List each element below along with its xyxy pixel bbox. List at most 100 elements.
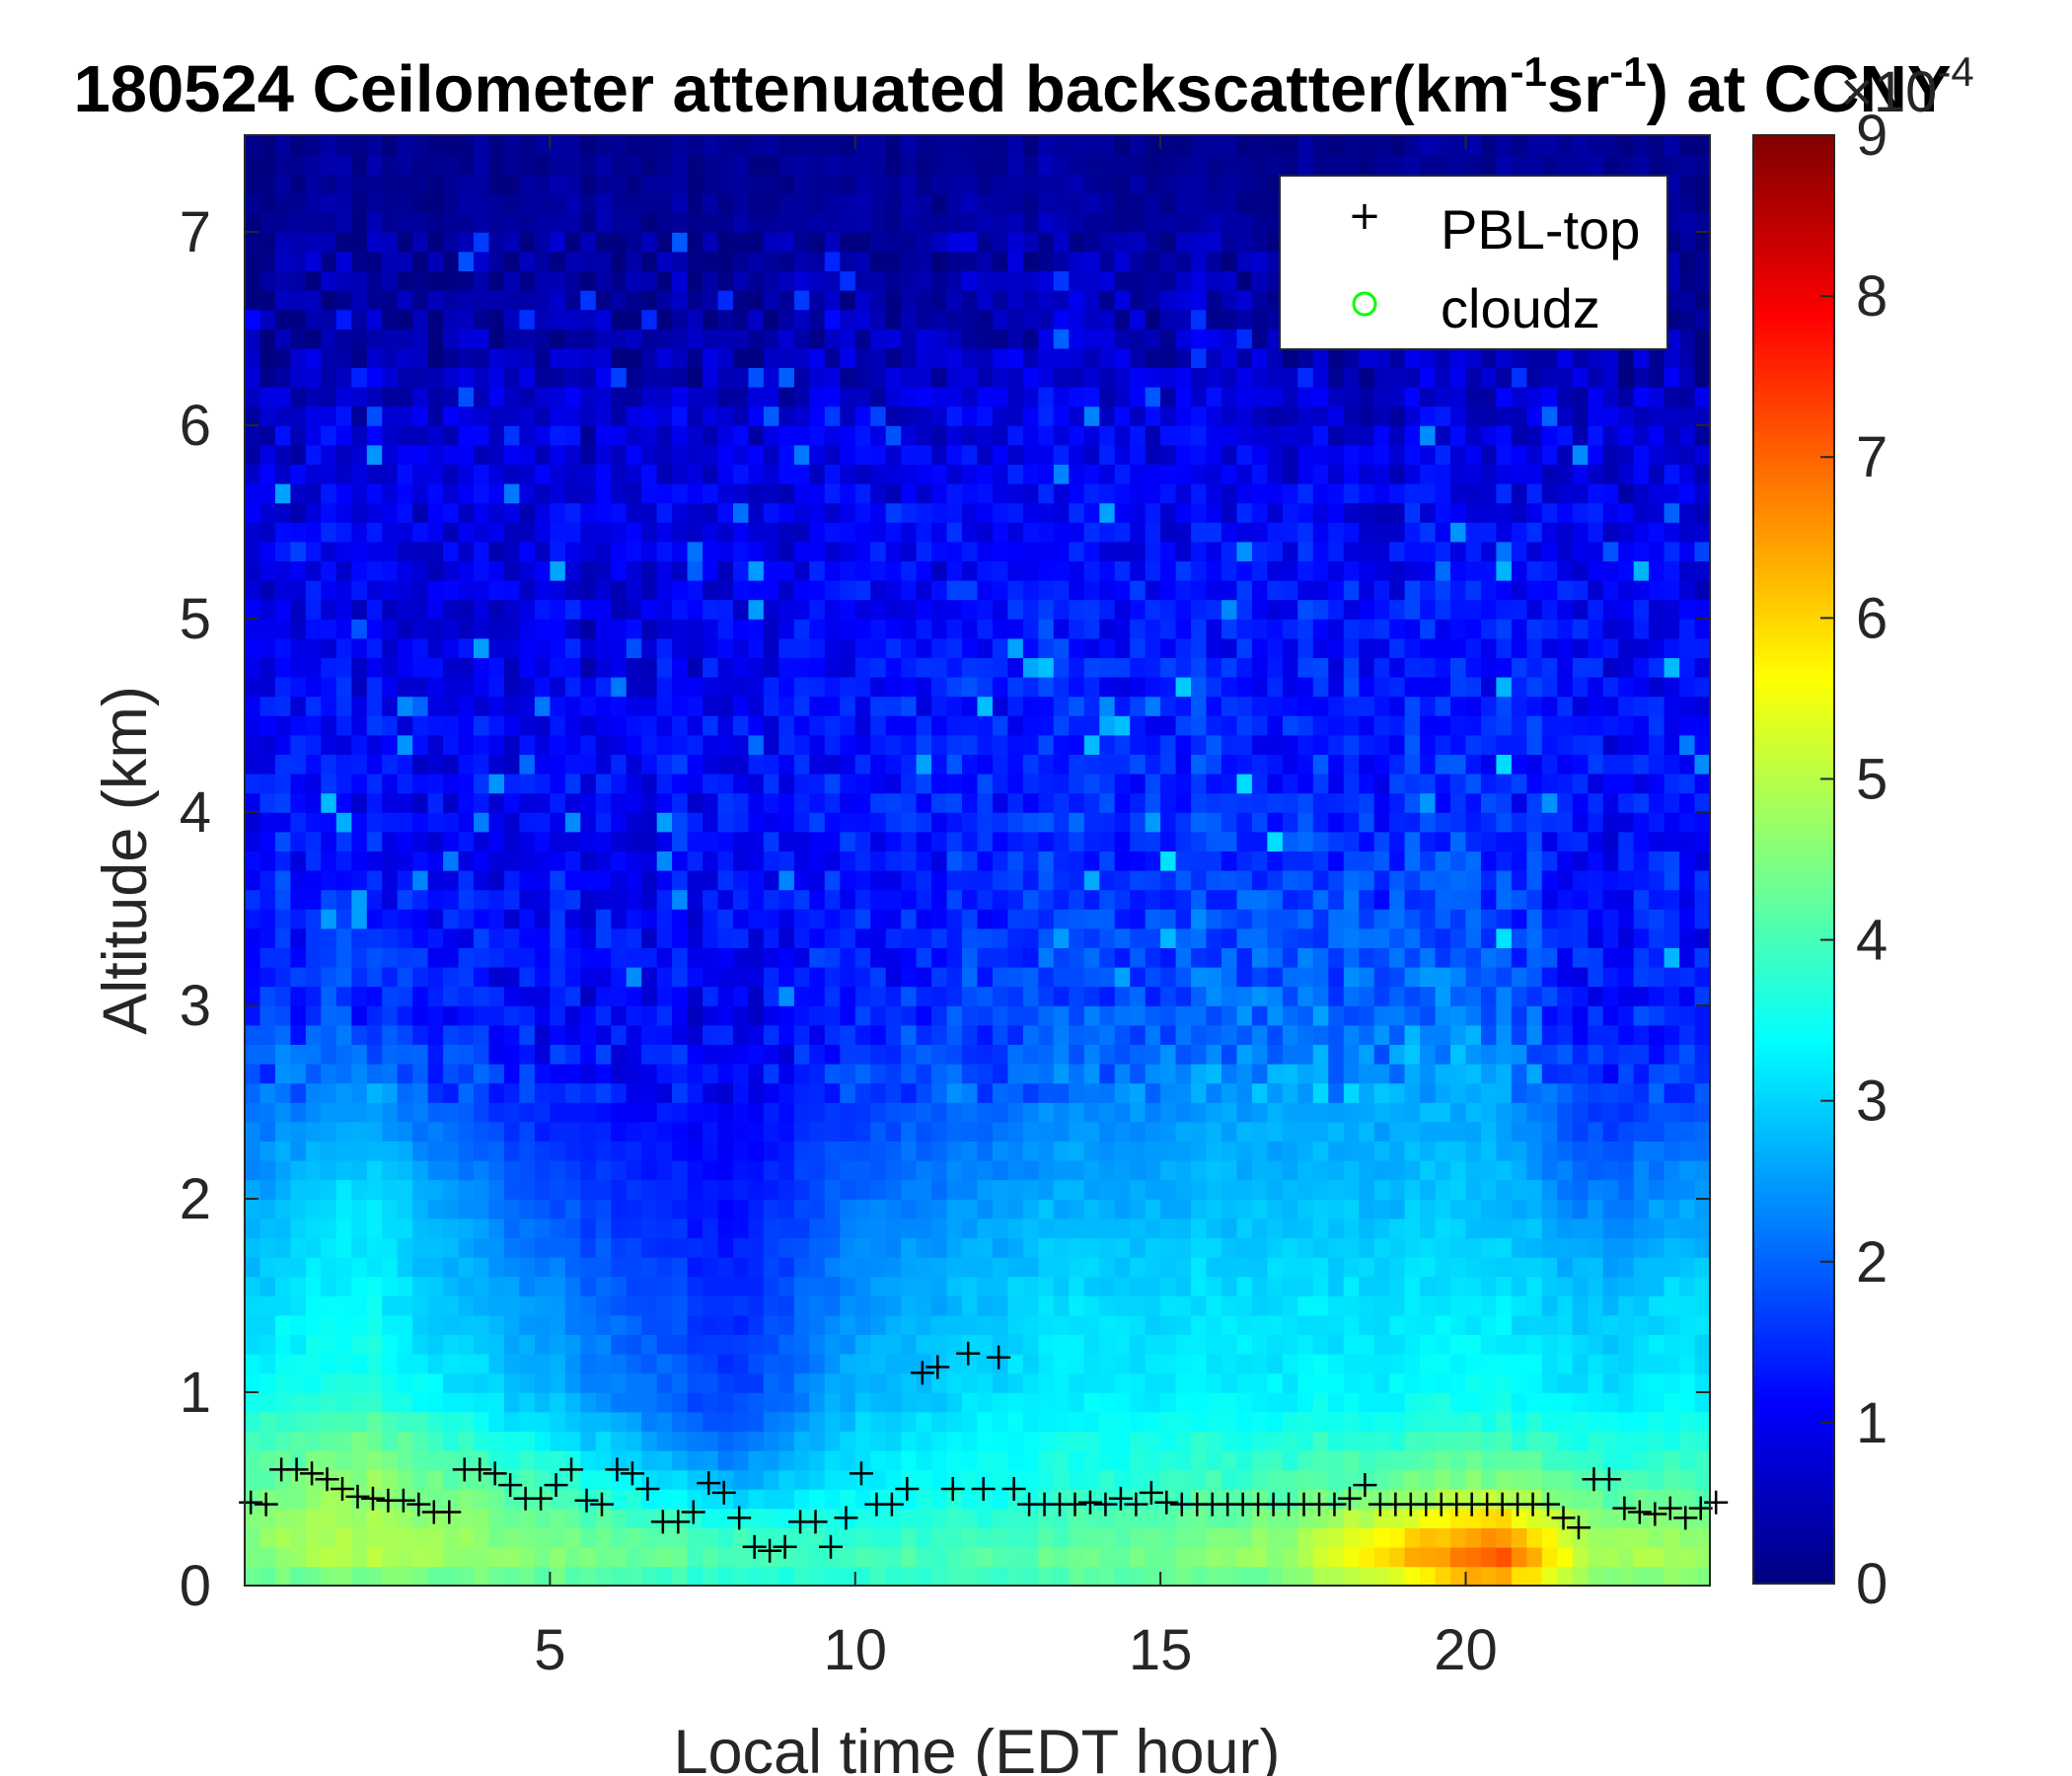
heatmap-cell	[946, 482, 963, 504]
heatmap-cell	[321, 1295, 337, 1316]
heatmap-cell	[687, 1353, 703, 1374]
heatmap-cell	[993, 347, 1009, 368]
heatmap-cell	[519, 329, 536, 349]
heatmap-cell	[977, 522, 994, 543]
heatmap-cell	[778, 1295, 795, 1316]
heatmap-cell	[993, 174, 1009, 194]
heatmap-cell	[703, 812, 719, 833]
heatmap-cell	[1007, 347, 1024, 368]
heatmap-cell	[977, 1237, 994, 1258]
heatmap-cell	[259, 909, 276, 929]
heatmap-cell	[703, 1256, 719, 1278]
heatmap-cell	[854, 812, 872, 833]
heatmap-cell	[366, 482, 384, 504]
heatmap-cell	[259, 1449, 276, 1471]
heatmap-cell	[854, 715, 872, 736]
heatmap-cell	[824, 1353, 842, 1374]
heatmap-cell	[946, 1199, 963, 1220]
heatmap-cell	[1221, 1218, 1238, 1238]
heatmap-cell	[703, 174, 719, 194]
heatmap-cell	[1083, 251, 1101, 271]
heatmap-cell	[870, 464, 887, 484]
heatmap-cell	[977, 270, 994, 291]
heatmap-cell	[840, 192, 856, 214]
heatmap-cell	[564, 560, 582, 581]
heatmap-cell	[870, 1102, 887, 1123]
heatmap-cell	[504, 1431, 521, 1451]
heatmap-cell	[488, 1005, 505, 1026]
heatmap-cell	[1236, 1431, 1253, 1451]
heatmap-cell	[351, 502, 368, 523]
heatmap-cell	[534, 1141, 552, 1161]
heatmap-cell	[1069, 367, 1085, 388]
heatmap-cell	[1007, 1121, 1024, 1142]
heatmap-cell	[1069, 1082, 1085, 1103]
heatmap-cell	[488, 1489, 505, 1510]
heatmap-cell	[824, 541, 842, 561]
heatmap-cell	[809, 386, 826, 407]
heatmap-cell	[687, 1469, 703, 1490]
heatmap-cell	[1007, 367, 1024, 388]
heatmap-cell	[809, 406, 826, 426]
heatmap-cell	[1251, 1256, 1269, 1278]
heatmap-cell	[916, 1276, 932, 1296]
heatmap-cell	[1221, 1295, 1238, 1316]
heatmap-cell	[351, 831, 368, 851]
heatmap-cell	[504, 1353, 521, 1374]
heatmap-cell	[778, 367, 795, 388]
heatmap-cell	[916, 482, 932, 504]
heatmap-cell	[962, 1159, 979, 1181]
heatmap-cell	[809, 444, 826, 465]
heatmap-cell	[1251, 773, 1269, 794]
heatmap-cell	[321, 947, 337, 968]
heatmap-cell	[717, 192, 734, 214]
heatmap-cell	[763, 1334, 780, 1355]
heatmap-cell	[580, 1392, 597, 1413]
heatmap-cell	[550, 909, 566, 929]
heatmap-cell	[305, 502, 323, 523]
heatmap-cell	[641, 406, 658, 426]
heatmap-cell	[778, 869, 795, 891]
heatmap-cell	[748, 676, 765, 698]
heatmap-cell	[1022, 386, 1040, 407]
heatmap-cell	[854, 1295, 872, 1316]
heatmap-cell	[366, 154, 384, 175]
heatmap-cell	[443, 232, 460, 253]
heatmap-cell	[550, 1082, 566, 1103]
heatmap-cell	[488, 270, 505, 291]
heatmap-cell	[321, 1392, 337, 1413]
heatmap-cell	[305, 1527, 323, 1548]
heatmap-cell	[458, 1566, 475, 1586]
heatmap-cell	[824, 637, 842, 658]
heatmap-cell	[305, 869, 323, 891]
heatmap-cell	[1007, 1237, 1024, 1258]
heatmap-cell	[840, 1431, 856, 1451]
heatmap-cell	[977, 715, 994, 736]
heatmap-cell	[656, 329, 673, 349]
heatmap-cell	[550, 425, 566, 446]
heatmap-cell	[564, 966, 582, 988]
heatmap-cell	[672, 1159, 689, 1181]
heatmap-cell	[1114, 1237, 1131, 1258]
heatmap-cell	[519, 1372, 536, 1393]
heatmap-cell	[321, 1314, 337, 1335]
heatmap-cell	[412, 986, 429, 1006]
heatmap-cell	[1130, 657, 1147, 678]
heatmap-cell	[305, 541, 323, 561]
heatmap-cell	[916, 502, 932, 523]
heatmap-cell	[382, 1024, 399, 1045]
heatmap-cell	[824, 1527, 842, 1548]
heatmap-cell	[717, 831, 734, 851]
heatmap-cell	[901, 1469, 918, 1490]
heatmap-cell	[1130, 232, 1147, 253]
heatmap-cell	[1099, 1431, 1116, 1451]
heatmap-cell	[245, 657, 261, 678]
heatmap-cell	[1007, 1334, 1024, 1355]
heatmap-cell	[351, 560, 368, 581]
heatmap-cell	[382, 329, 399, 349]
heatmap-cell	[1038, 1159, 1055, 1181]
heatmap-cell	[488, 444, 505, 465]
heatmap-cell	[1145, 289, 1161, 311]
heatmap-cell	[854, 1237, 872, 1258]
heatmap-cell	[1053, 1005, 1071, 1026]
